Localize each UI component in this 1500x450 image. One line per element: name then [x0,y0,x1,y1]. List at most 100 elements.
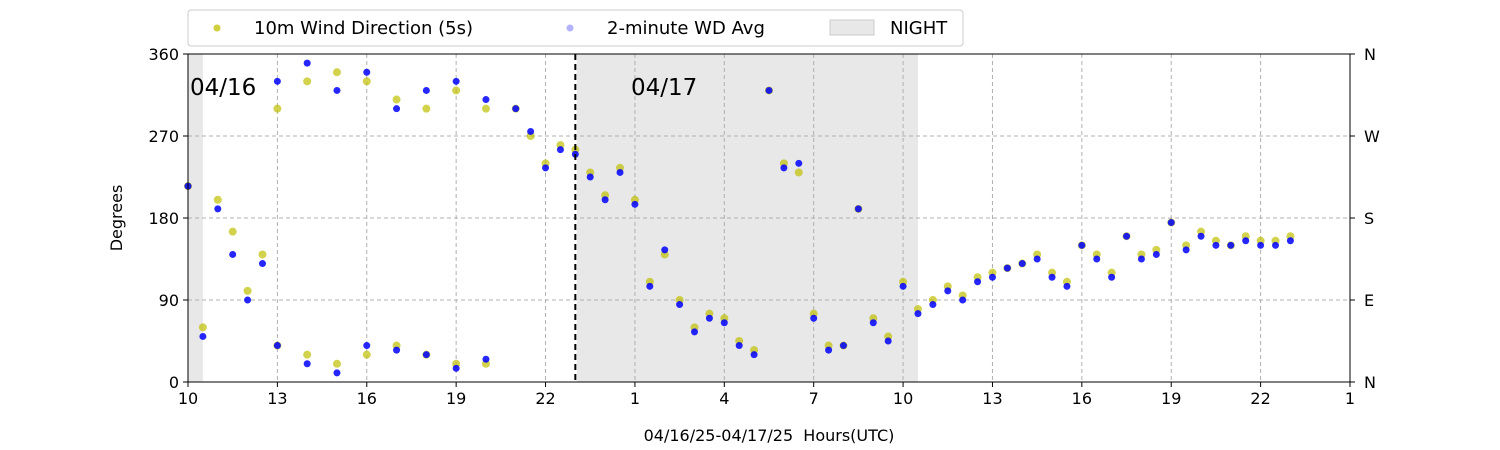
data-point [825,346,833,354]
data-point [988,273,996,281]
data-point [482,96,490,104]
data-point [1063,282,1071,290]
day-label: 04/17 [631,75,697,101]
data-point [1078,241,1086,249]
x-tick-label: 10 [178,389,198,408]
data-point [1242,237,1250,245]
data-point [482,355,490,363]
compass-tick-label: E [1364,291,1374,310]
legend-label-wind-direction: 10m Wind Direction (5s) [254,18,473,39]
y-tick-label: 90 [159,291,179,310]
data-point [333,86,341,94]
data-point [303,77,312,86]
series-layer [184,59,1295,377]
y-axis-label: Degrees [107,185,126,252]
data-point [1167,219,1175,227]
data-point [273,77,281,85]
data-point [1123,232,1131,240]
data-point [1137,255,1145,263]
series-1 [184,59,1294,377]
data-point [332,359,341,368]
data-point [631,200,639,208]
data-point [750,351,758,359]
data-point [974,278,982,286]
data-point [199,332,207,340]
data-point [720,319,728,327]
data-point [1003,264,1011,272]
x-tick-label: 1 [630,389,640,408]
data-point [452,364,460,372]
data-point [556,146,564,154]
data-point [899,282,907,290]
data-point [1182,246,1190,254]
data-point [213,195,222,204]
legend-label-night: NIGHT [890,18,948,39]
y-tick-label: 0 [169,373,179,392]
day-label-layer: 04/16 04/17 [190,75,697,101]
legend-marker-wd-avg [566,24,574,32]
data-point [1033,255,1041,263]
legend-marker-wind-direction [213,24,221,32]
data-point [392,95,401,104]
data-point [780,164,788,172]
data-point [303,360,311,368]
data-point [273,342,281,350]
data-point [422,351,430,359]
data-point [1093,255,1101,263]
data-point [214,205,222,213]
x-tick-label: 10 [893,389,913,408]
data-point [1048,273,1056,281]
data-point [810,314,818,322]
data-point [944,287,952,295]
y-tick-label: 360 [148,45,179,64]
data-point [542,164,550,172]
data-point [1212,241,1220,249]
y-tick-label: 270 [148,127,179,146]
data-point [452,86,461,95]
data-point [481,104,490,113]
data-point [691,328,699,336]
x-tick-label: 1 [1345,389,1355,408]
data-point [422,104,431,113]
data-point [332,68,341,77]
x-axis-label: 04/16/25-04/17/25 Hours(UTC) [644,426,895,445]
x-tick-label: 19 [446,389,466,408]
legend-frame [187,9,964,47]
x-tick-label: 22 [1250,389,1270,408]
data-point [914,310,922,318]
data-point [362,350,371,359]
data-point [765,86,773,94]
data-point [512,105,520,113]
data-point [646,282,654,290]
data-point [735,342,743,350]
data-point [362,77,371,86]
day-label: 04/16 [190,75,256,101]
data-point [229,250,237,258]
data-point [1197,232,1205,240]
y-tick-label: 180 [148,209,179,228]
data-point [869,319,877,327]
data-point [1257,241,1265,249]
x-tick-label: 19 [1161,389,1181,408]
data-point [854,205,862,213]
data-point [333,369,341,377]
data-point [661,246,669,254]
data-point [393,346,401,354]
legend-night-swatch [829,19,875,36]
data-point [676,301,684,309]
data-point [795,159,803,167]
data-point [452,77,460,85]
data-point [586,173,594,181]
data-point [273,104,282,113]
data-point [959,296,967,304]
x-tick-label: 16 [357,389,377,408]
data-point [363,342,371,350]
data-point [422,86,430,94]
data-point [243,286,252,295]
data-point [198,323,207,332]
data-point [244,296,252,304]
data-point [1286,237,1294,245]
data-point [1272,241,1280,249]
